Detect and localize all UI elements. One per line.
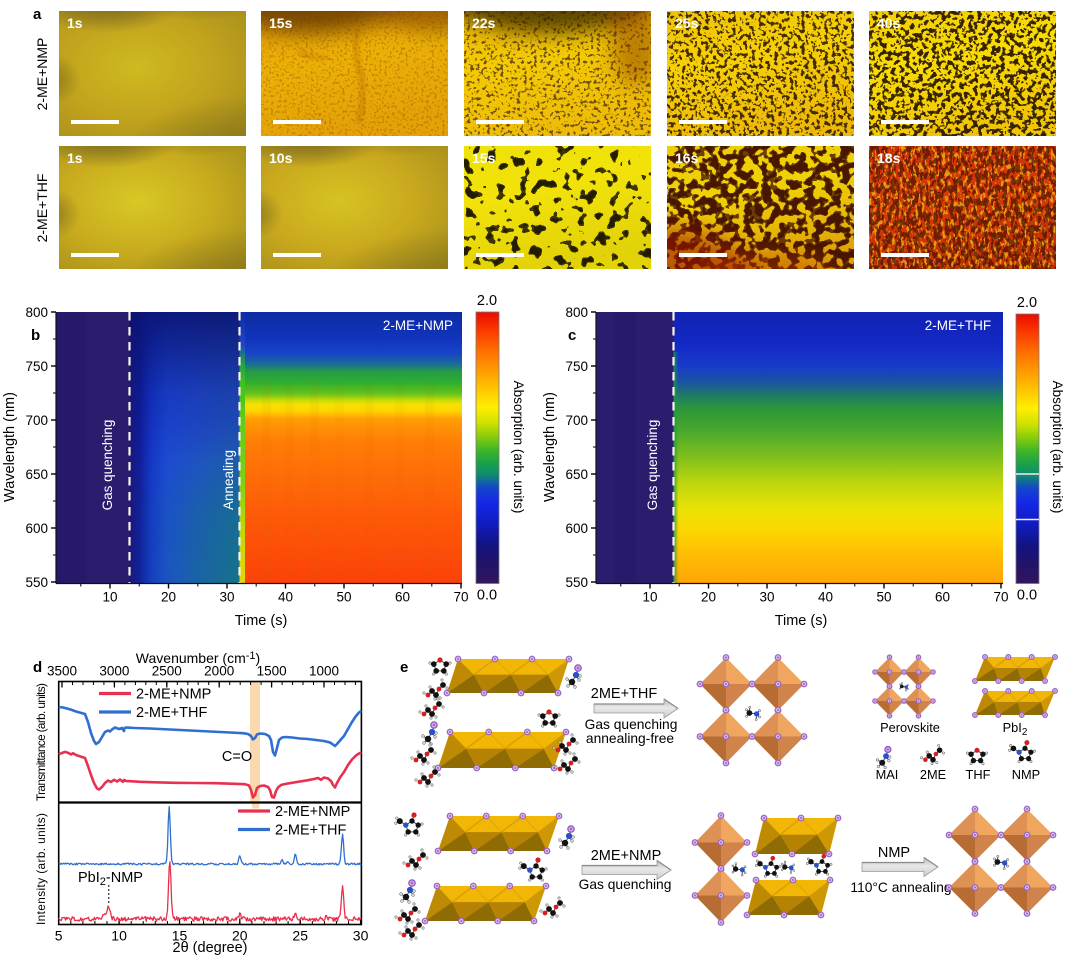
svg-text:2ME: 2ME bbox=[920, 767, 946, 782]
svg-text:Perovskite: Perovskite bbox=[880, 720, 940, 735]
svg-text:600: 600 bbox=[565, 521, 588, 536]
svg-text:10: 10 bbox=[642, 590, 657, 605]
svg-text:Intensity (arb. units): Intensity (arb. units) bbox=[34, 813, 48, 925]
svg-text:60: 60 bbox=[935, 590, 950, 605]
svg-text:2-ME+THF: 2-ME+THF bbox=[925, 318, 991, 333]
svg-text:550: 550 bbox=[565, 575, 588, 590]
svg-text:10: 10 bbox=[111, 928, 127, 944]
svg-text:50: 50 bbox=[876, 590, 891, 605]
svg-text:NMP: NMP bbox=[878, 845, 910, 861]
svg-text:40: 40 bbox=[818, 590, 833, 605]
svg-text:0.0: 0.0 bbox=[1017, 588, 1037, 604]
svg-text:550: 550 bbox=[25, 575, 48, 590]
svg-text:800: 800 bbox=[25, 305, 48, 320]
svg-text:750: 750 bbox=[25, 359, 48, 374]
svg-text:0.0: 0.0 bbox=[477, 588, 497, 604]
svg-text:2-ME+NMP: 2-ME+NMP bbox=[136, 687, 211, 703]
svg-text:30: 30 bbox=[759, 590, 774, 605]
svg-text:2000: 2000 bbox=[204, 664, 234, 679]
svg-text:e: e bbox=[400, 659, 408, 676]
svg-text:15: 15 bbox=[172, 928, 188, 944]
svg-text:20: 20 bbox=[161, 590, 176, 605]
svg-text:Wavelength (nm): Wavelength (nm) bbox=[2, 392, 18, 502]
svg-text:2.0: 2.0 bbox=[477, 293, 497, 309]
svg-text:d: d bbox=[33, 659, 42, 676]
svg-text:2-ME+THF: 2-ME+THF bbox=[275, 823, 346, 839]
svg-text:30: 30 bbox=[353, 928, 369, 944]
svg-text:Wavelength (nm): Wavelength (nm) bbox=[542, 392, 558, 502]
svg-text:annealing-free: annealing-free bbox=[586, 731, 675, 746]
svg-text:30: 30 bbox=[219, 590, 234, 605]
svg-text:Absorption (arb. units): Absorption (arb. units) bbox=[1050, 381, 1065, 514]
svg-text:Time (s): Time (s) bbox=[775, 613, 828, 629]
svg-text:40: 40 bbox=[278, 590, 293, 605]
svg-text:Gas quenching: Gas quenching bbox=[645, 420, 660, 511]
svg-text:1000: 1000 bbox=[309, 664, 339, 679]
svg-text:70: 70 bbox=[993, 590, 1008, 605]
svg-text:2θ (degree): 2θ (degree) bbox=[173, 940, 248, 956]
svg-text:Annealing: Annealing bbox=[221, 450, 236, 510]
svg-text:750: 750 bbox=[565, 359, 588, 374]
svg-text:3500: 3500 bbox=[47, 664, 77, 679]
svg-text:20: 20 bbox=[232, 928, 248, 944]
svg-text:650: 650 bbox=[565, 467, 588, 482]
svg-text:MAI: MAI bbox=[876, 767, 899, 782]
svg-text:5: 5 bbox=[55, 928, 63, 944]
svg-text:Wavenumber (cm-1): Wavenumber (cm-1) bbox=[136, 650, 260, 666]
svg-text:70: 70 bbox=[453, 590, 468, 605]
svg-text:Gas quenching: Gas quenching bbox=[585, 717, 678, 732]
svg-text:2ME+NMP: 2ME+NMP bbox=[591, 848, 662, 864]
svg-text:2500: 2500 bbox=[152, 664, 182, 679]
svg-text:Gas quenching: Gas quenching bbox=[100, 420, 115, 511]
svg-text:2-ME+THF: 2-ME+THF bbox=[136, 705, 207, 721]
svg-text:700: 700 bbox=[25, 413, 48, 428]
svg-text:THF: THF bbox=[966, 767, 991, 782]
svg-text:700: 700 bbox=[565, 413, 588, 428]
svg-text:3000: 3000 bbox=[99, 664, 129, 679]
svg-text:2.0: 2.0 bbox=[1017, 295, 1037, 311]
svg-text:Transmittance (arb. units): Transmittance (arb. units) bbox=[34, 683, 48, 801]
svg-text:20: 20 bbox=[701, 590, 716, 605]
svg-text:2-ME+NMP: 2-ME+NMP bbox=[383, 318, 453, 333]
svg-text:650: 650 bbox=[25, 467, 48, 482]
svg-text:600: 600 bbox=[25, 521, 48, 536]
svg-text:Gas quenching: Gas quenching bbox=[579, 877, 672, 892]
svg-text:10: 10 bbox=[102, 590, 117, 605]
svg-text:800: 800 bbox=[565, 305, 588, 320]
svg-text:c: c bbox=[568, 327, 576, 344]
svg-text:b: b bbox=[31, 327, 40, 344]
svg-text:60: 60 bbox=[395, 590, 410, 605]
svg-text:2ME+THF: 2ME+THF bbox=[591, 686, 658, 702]
svg-text:PbI2: PbI2 bbox=[1003, 720, 1028, 738]
svg-text:25: 25 bbox=[292, 928, 308, 944]
svg-text:NMP: NMP bbox=[1012, 767, 1040, 782]
svg-text:50: 50 bbox=[336, 590, 351, 605]
svg-text:Time (s): Time (s) bbox=[235, 613, 288, 629]
svg-text:2-ME+NMP: 2-ME+NMP bbox=[275, 804, 350, 820]
svg-text:Absorption (arb. units): Absorption (arb. units) bbox=[511, 381, 526, 514]
svg-text:PbI2-NMP: PbI2-NMP bbox=[78, 870, 143, 888]
svg-text:1500: 1500 bbox=[257, 664, 287, 679]
svg-text:C=O: C=O bbox=[222, 749, 252, 765]
svg-text:110°C annealing: 110°C annealing bbox=[850, 880, 951, 895]
